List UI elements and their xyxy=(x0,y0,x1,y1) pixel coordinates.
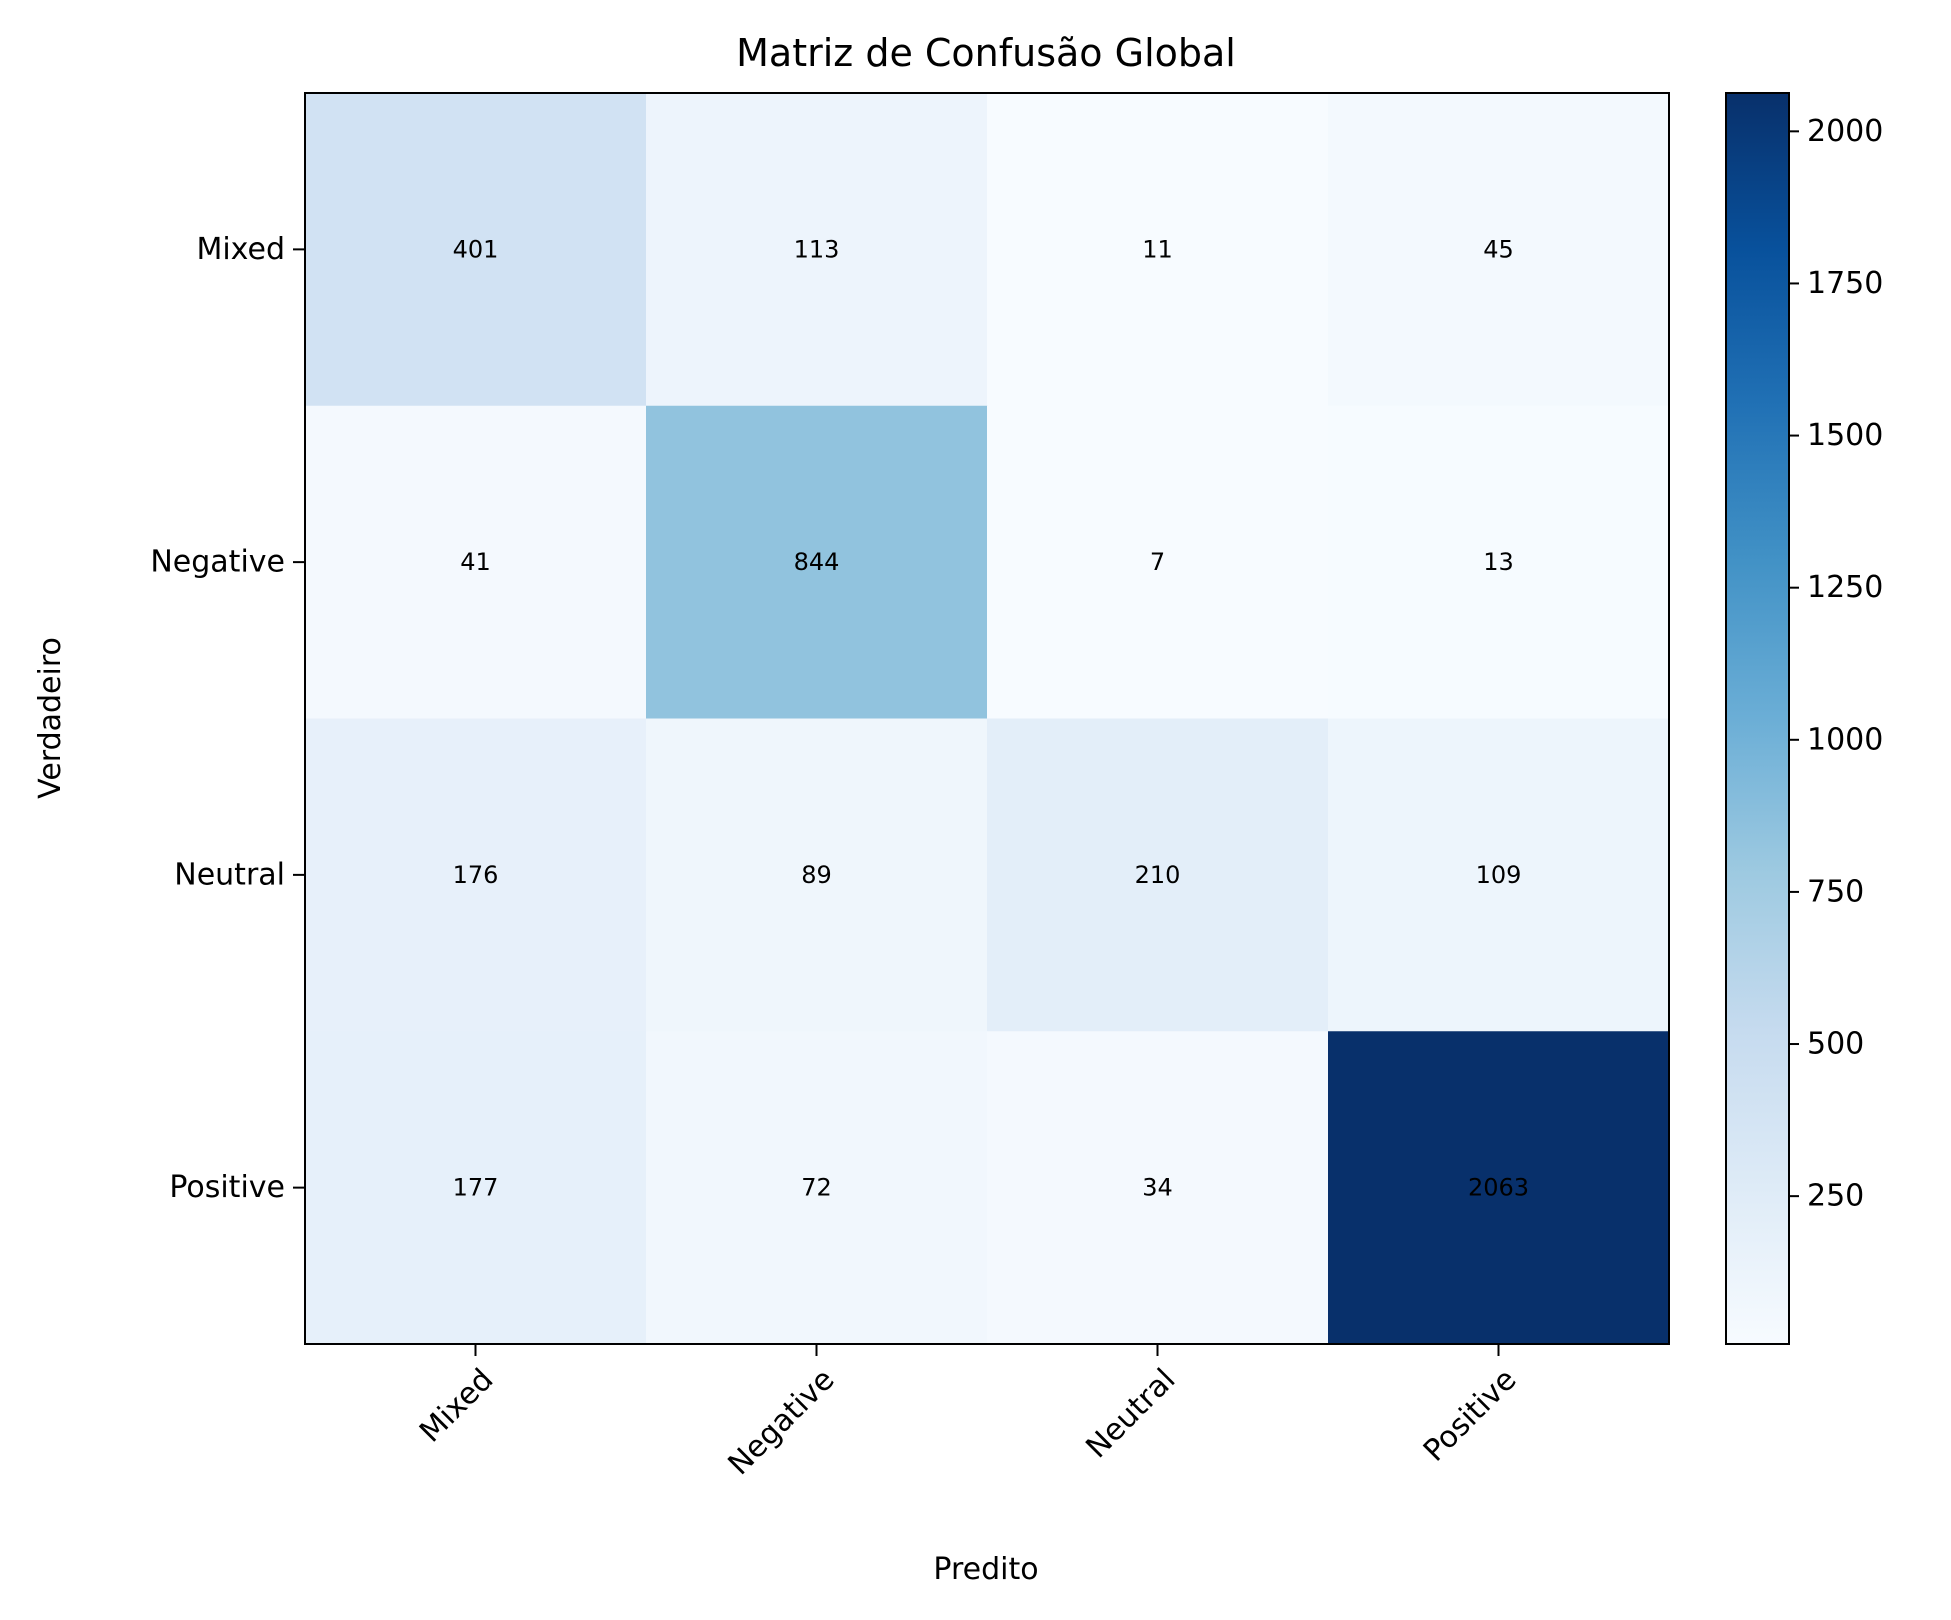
colorbar-tick-label: 1500 xyxy=(1807,418,1883,453)
colorbar-tick-label: 1750 xyxy=(1807,266,1883,301)
x-tick-label: Negative xyxy=(721,1362,841,1482)
y-axis-ticks: Mixed Negative Neutral Positive xyxy=(150,232,305,1205)
heatmap-cell xyxy=(1328,93,1670,407)
heatmap-cell xyxy=(987,718,1329,1032)
heatmap-cell xyxy=(987,1031,1329,1345)
heatmap-cell xyxy=(305,1031,647,1345)
x-axis-label: Predito xyxy=(933,1552,1038,1587)
cell-value-label: 844 xyxy=(794,548,840,576)
cell-value-label: 113 xyxy=(794,235,840,263)
y-tick-label: Positive xyxy=(169,1170,285,1205)
cell-value-label: 72 xyxy=(801,1174,832,1202)
heatmap-cell xyxy=(305,718,647,1032)
cell-value-label: 11 xyxy=(1142,235,1173,263)
heatmap-cell xyxy=(305,405,647,719)
x-tick-label: Mixed xyxy=(413,1362,500,1449)
colorbar-tick-label: 250 xyxy=(1807,1179,1864,1214)
y-tick-label: Negative xyxy=(150,545,285,580)
colorbar xyxy=(1725,92,1790,1345)
heatmap-cell xyxy=(305,93,647,407)
colorbar-tick-label: 2000 xyxy=(1807,114,1883,149)
cell-value-label: 176 xyxy=(453,861,499,889)
x-axis-ticks: Mixed Negative Neutral Positive xyxy=(413,1344,1523,1482)
y-axis-label: Verdadeiro xyxy=(33,637,68,799)
cell-value-label: 109 xyxy=(1476,861,1522,889)
cell-value-label: 45 xyxy=(1483,235,1514,263)
heatmap-cell xyxy=(646,93,988,407)
heatmap-cells xyxy=(305,93,1670,1345)
heatmap-cell xyxy=(646,718,988,1032)
cell-value-label: 13 xyxy=(1483,548,1514,576)
heatmap-cell xyxy=(1328,405,1670,719)
heatmap-cell xyxy=(987,93,1329,407)
cell-value-label: 89 xyxy=(801,861,832,889)
y-tick-label: Neutral xyxy=(174,857,285,892)
cell-value-label: 34 xyxy=(1142,1174,1173,1202)
colorbar-ticks: 250 500 750 1000 1250 1500 1750 2000 xyxy=(1789,114,1883,1214)
x-tick-label: Positive xyxy=(1417,1362,1524,1469)
cell-value-label: 210 xyxy=(1135,861,1181,889)
colorbar-tick-label: 1000 xyxy=(1807,722,1883,757)
plot-frame xyxy=(304,92,1670,1345)
cell-value-label: 41 xyxy=(460,548,491,576)
cell-value-label: 177 xyxy=(453,1174,499,1202)
colorbar-tick-label: 750 xyxy=(1807,874,1864,909)
cell-value-label: 7 xyxy=(1150,548,1165,576)
heatmap-cell xyxy=(987,405,1329,719)
cell-value-label: 2063 xyxy=(1468,1174,1529,1202)
heatmap-cell xyxy=(1328,718,1670,1032)
cell-value-label: 401 xyxy=(453,235,499,263)
x-tick-label: Neutral xyxy=(1079,1362,1182,1465)
y-tick-label: Mixed xyxy=(196,232,285,267)
colorbar-tick-label: 500 xyxy=(1807,1027,1864,1062)
heatmap-cell xyxy=(646,1031,988,1345)
cell-value-labels: 401 113 11 45 41 844 7 13 176 89 210 109 177 72 34 2063 xyxy=(453,235,1529,1201)
heatmap-cell xyxy=(646,405,988,719)
colorbar-tick-label: 1250 xyxy=(1807,570,1883,605)
heatmap-cell xyxy=(1328,1031,1670,1345)
chart-title: Matriz de Confusão Global xyxy=(736,31,1236,75)
